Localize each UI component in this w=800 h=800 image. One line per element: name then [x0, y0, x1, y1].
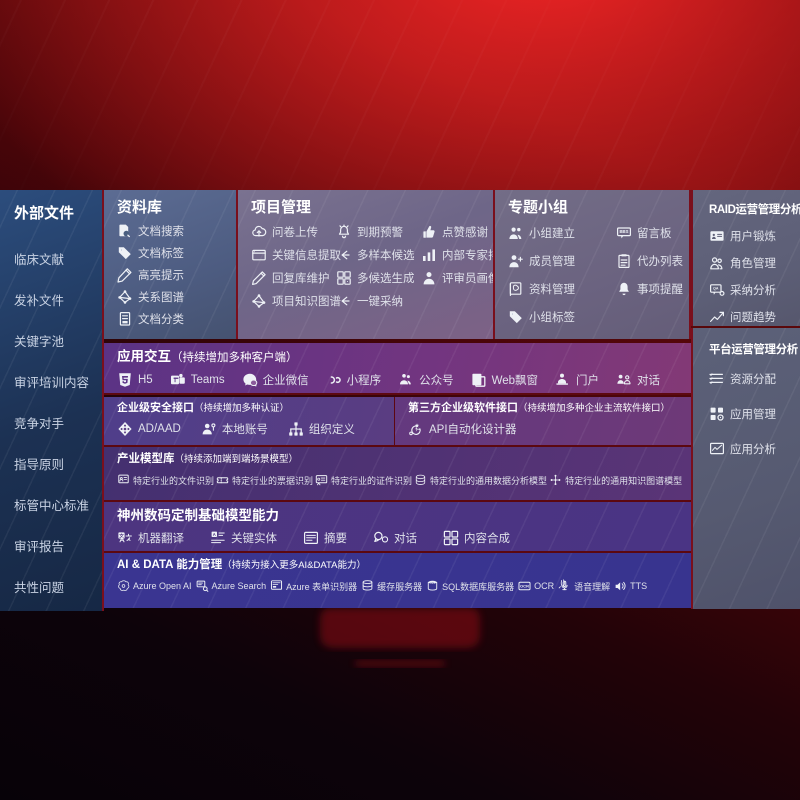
svg-text:A: A [213, 531, 216, 536]
svg-text:OCR: OCR [520, 583, 529, 588]
svg-text:QA: QA [713, 287, 719, 291]
svg-text:SQL: SQL [430, 583, 435, 585]
svg-text:BBS: BBS [619, 229, 628, 234]
